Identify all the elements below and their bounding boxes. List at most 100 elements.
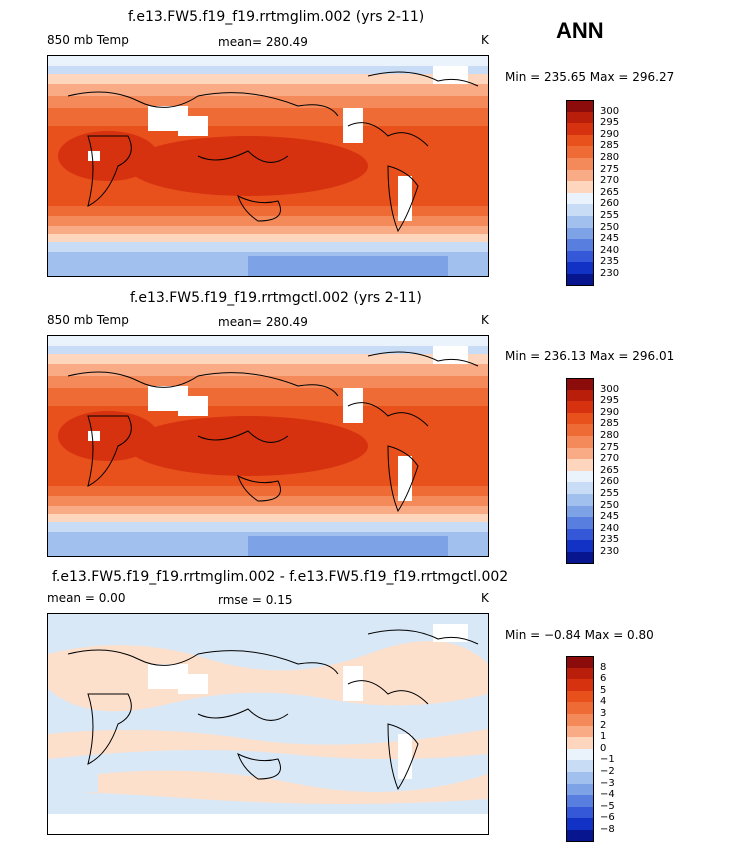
- season-label: ANN: [556, 18, 604, 43]
- colorbar-swatch: [566, 389, 594, 402]
- panel1-units: K: [481, 33, 489, 47]
- colorbar-tick-label: 275: [600, 441, 620, 453]
- colorbar-swatch: [566, 725, 594, 738]
- colorbar-swatch: [566, 424, 594, 437]
- panel3-units: K: [481, 591, 489, 605]
- colorbar-swatch: [566, 482, 594, 495]
- colorbar-swatch: [566, 470, 594, 483]
- panel2-range: Min = 236.13 Max = 296.01: [505, 349, 675, 363]
- colorbar-swatch: [566, 505, 594, 518]
- colorbar-tick-label: −3: [600, 777, 615, 789]
- panel1-title: f.e13.FW5.f19_f19.rrtmglim.002 (yrs 2-11…: [128, 9, 425, 25]
- colorbar-swatch: [566, 690, 594, 703]
- colorbar-swatch: [566, 528, 594, 541]
- colorbar-tick-label: 255: [600, 210, 620, 221]
- colorbar-swatch: [566, 227, 594, 240]
- colorbar-swatch: [566, 656, 594, 669]
- panel2-map-svg: [48, 336, 488, 556]
- colorbar-tick-label: 2: [600, 719, 607, 731]
- colorbar-tick-label: 270: [600, 175, 620, 187]
- colorbar-swatch: [566, 146, 594, 159]
- panel3-rmse-label: rmse =: [218, 593, 262, 607]
- panel3-mean-value: 0.00: [98, 591, 126, 605]
- panel1-map-svg: [48, 56, 488, 276]
- colorbar-swatch: [566, 169, 594, 182]
- colorbar-swatch: [566, 806, 594, 819]
- panel2-title: f.e13.FW5.f19_f19.rrtmgctl.002 (yrs 2-11…: [130, 290, 422, 306]
- colorbar-swatch: [566, 262, 594, 275]
- colorbar-swatch: [566, 748, 594, 761]
- colorbar-tick-label: −1: [600, 754, 615, 766]
- panel1-map: [47, 55, 489, 277]
- colorbar-tick-label: 300: [600, 105, 620, 117]
- colorbar-tick-label: −2: [600, 766, 615, 777]
- colorbar-swatch: [566, 274, 594, 287]
- colorbar-tick-label: 1: [600, 731, 607, 743]
- panel1-mean-label: mean=: [218, 35, 263, 49]
- colorbar-tick-label: 250: [600, 499, 620, 511]
- colorbar-tick-label: 245: [600, 233, 620, 245]
- colorbar-tick-label: 250: [600, 221, 620, 233]
- colorbar-tick-label: 295: [600, 395, 620, 407]
- colorbar-tick-label: 300: [600, 383, 620, 395]
- colorbar-swatch: [566, 540, 594, 553]
- colorbar-tick-label: 4: [600, 696, 607, 708]
- colorbar-tick-label: 230: [600, 268, 620, 279]
- colorbar-tick-label: 230: [600, 546, 620, 557]
- panel1-mean-value: 280.49: [265, 35, 308, 49]
- panel3-mean-label: mean =: [47, 591, 95, 605]
- colorbar-tick-label: 5: [600, 684, 607, 696]
- colorbar-tick-label: 285: [600, 140, 620, 152]
- colorbar-tick-label: 275: [600, 163, 620, 175]
- colorbar-swatch: [566, 447, 594, 460]
- colorbar-tick-label: 295: [600, 117, 620, 129]
- panel3-rmse-value: 0.15: [265, 593, 293, 607]
- colorbar-swatch: [566, 250, 594, 263]
- panel2-units: K: [481, 313, 489, 327]
- colorbar-tick-label: −6: [600, 812, 615, 824]
- colorbar-tick-label: 260: [600, 476, 620, 488]
- colorbar-swatch: [566, 181, 594, 194]
- colorbar-swatch: [566, 714, 594, 727]
- colorbar-tick-label: 265: [600, 186, 620, 198]
- colorbar-swatch: [566, 412, 594, 425]
- panel3-mean: mean = 0.00: [47, 591, 125, 605]
- colorbar-tick-label: −5: [600, 800, 615, 812]
- colorbar-swatch: [566, 552, 594, 565]
- colorbar-swatch: [566, 158, 594, 171]
- colorbar-swatch: [566, 517, 594, 530]
- colorbar-tick-label: 265: [600, 464, 620, 476]
- colorbar-tick-label: 245: [600, 511, 620, 523]
- colorbar-tick-label: 240: [600, 244, 620, 256]
- colorbar-swatch: [566, 134, 594, 147]
- colorbar-tick-label: 280: [600, 152, 620, 163]
- colorbar-tick-label: 290: [600, 128, 620, 140]
- panel3-title: f.e13.FW5.f19_f19.rrtmglim.002 - f.e13.F…: [52, 569, 509, 585]
- panel2-mean-value: 280.49: [265, 315, 308, 329]
- colorbar-swatch: [566, 111, 594, 124]
- colorbar-swatch: [566, 494, 594, 507]
- colorbar-tick-label: 290: [600, 406, 620, 418]
- colorbar-tick-label: −4: [600, 789, 615, 801]
- colorbar-swatch: [566, 795, 594, 808]
- panel1-field: 850 mb Temp: [47, 33, 129, 47]
- panel3-rmse: rmse = 0.15: [218, 593, 292, 607]
- panel2-field: 850 mb Temp: [47, 313, 129, 327]
- colorbar-swatch: [566, 702, 594, 715]
- colorbar-swatch: [566, 772, 594, 785]
- colorbar-swatch: [566, 436, 594, 449]
- panel3-range: Min = −0.84 Max = 0.80: [505, 628, 654, 642]
- colorbar-tick-label: 240: [600, 522, 620, 534]
- colorbar-swatch: [566, 239, 594, 252]
- colorbar-tick-label: 285: [600, 418, 620, 430]
- colorbar-swatch: [566, 679, 594, 692]
- colorbar-tick-label: 0: [600, 742, 607, 754]
- colorbar-swatch: [566, 378, 594, 391]
- colorbar-tick-label: 6: [600, 673, 607, 685]
- colorbar-swatch: [566, 204, 594, 217]
- colorbar-tick-label: 280: [600, 430, 620, 441]
- colorbar-swatch: [566, 123, 594, 136]
- panel2-mean-label: mean=: [218, 315, 263, 329]
- colorbar-swatch: [566, 100, 594, 113]
- panel2-map: [47, 335, 489, 557]
